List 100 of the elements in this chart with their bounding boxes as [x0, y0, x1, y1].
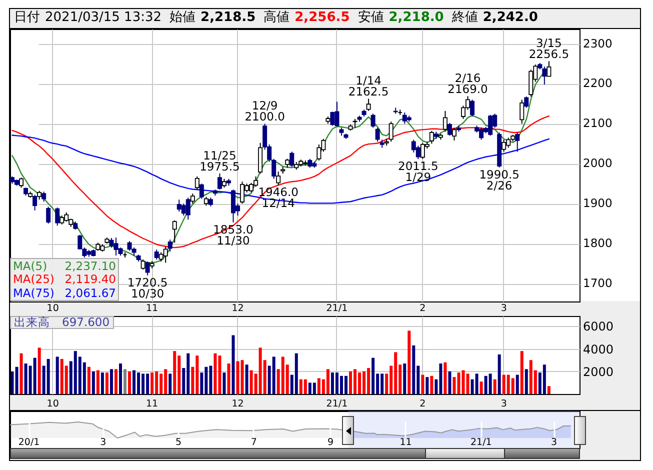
bar [168, 373, 172, 394]
text: 2,256.5 [294, 10, 350, 25]
candlestick [240, 180, 245, 204]
text: 安値 [358, 10, 384, 25]
bar [304, 378, 307, 394]
candlestick [502, 138, 506, 152]
bar [294, 352, 298, 394]
bar [100, 372, 104, 394]
candlestick [370, 112, 376, 128]
bar [114, 368, 118, 394]
bar [344, 375, 348, 394]
x-tick-label: 5 [175, 437, 182, 448]
candlestick [416, 144, 420, 160]
annotation: 1/14 2162.5 [348, 73, 389, 98]
candlestick [366, 98, 371, 111]
annotation: 2,119.40 [64, 272, 116, 286]
bar [87, 366, 90, 394]
x-tick-label: 2 [420, 302, 426, 314]
bar [426, 376, 429, 394]
y-tick-label: 2300 [583, 36, 612, 50]
bar [403, 362, 406, 394]
x-tick-label: 3 [551, 437, 558, 448]
bar [520, 350, 524, 394]
candlestick [168, 238, 172, 252]
candlestick [194, 175, 200, 190]
x-tick-label: 21/1 [470, 437, 492, 448]
y-tick-label: 2100 [583, 116, 612, 130]
bar [128, 370, 132, 394]
bar [38, 347, 41, 394]
bar [240, 360, 244, 394]
candlestick [190, 192, 195, 204]
bar [372, 357, 375, 394]
bar [448, 370, 452, 394]
bar [480, 381, 483, 394]
x-tick-label: 3 [500, 398, 507, 410]
chart-title: 出来高 [14, 314, 50, 328]
bar [92, 370, 95, 394]
bar [110, 368, 113, 394]
candlestick [316, 143, 322, 160]
candlestick [19, 176, 24, 188]
x-tick-label: 3 [100, 437, 106, 448]
candlestick [388, 120, 394, 142]
text: MA(5) [13, 258, 48, 273]
candlestick [515, 131, 520, 152]
annotation: 2011.5 1/29 [398, 158, 438, 184]
annotation: 11/25 1975.5 [200, 148, 240, 173]
y-tick-label: 1800 [583, 236, 612, 250]
candlestick [140, 258, 146, 270]
bar [222, 372, 226, 394]
text: 2,242.0 [482, 10, 538, 25]
bar [542, 364, 546, 394]
candlestick [546, 60, 552, 77]
bar [547, 386, 550, 394]
candlestick [109, 236, 114, 248]
x-tick-label: 21/1 [326, 302, 348, 314]
bar [33, 357, 36, 394]
x-tick-label: 12 [232, 302, 244, 314]
text: MA(25) [13, 272, 54, 286]
candlestick [542, 66, 547, 85]
text: 日付 [14, 10, 40, 25]
y-tick-label: 2000 [583, 156, 612, 170]
bar [475, 373, 478, 394]
y-tick-label: 1700 [583, 276, 612, 290]
candlestick [290, 150, 294, 167]
bar [511, 378, 514, 394]
bar [488, 373, 492, 394]
bar [227, 362, 230, 394]
candlestick [55, 206, 60, 226]
candlestick [528, 68, 534, 97]
x-tick-label: 11 [146, 398, 158, 410]
text: 高値 [264, 10, 290, 25]
bar [312, 382, 316, 394]
bar [516, 374, 519, 394]
bar [408, 330, 411, 394]
candlestick [217, 172, 222, 190]
bar [96, 370, 100, 394]
candlestick [199, 182, 204, 199]
bar [466, 373, 470, 394]
y-tick-label: 2000 [583, 364, 614, 378]
bar [124, 368, 127, 394]
bar [46, 358, 50, 394]
bar [15, 366, 18, 394]
bar [214, 352, 217, 394]
x-tick-label: 21/1 [326, 398, 348, 410]
x-tick-label: 10 [46, 398, 59, 410]
text: 2,218.5 [200, 10, 256, 25]
x-tick-label: 2 [420, 398, 426, 410]
y-tick-label: 1900 [583, 196, 612, 210]
bar [444, 362, 447, 394]
bar [430, 375, 434, 394]
bar [232, 334, 235, 394]
x-tick-label: 12 [232, 398, 244, 410]
bar [412, 344, 416, 394]
candlestick [375, 126, 380, 142]
candlestick [42, 190, 46, 202]
y-tick-label: 2200 [583, 76, 612, 90]
bar [150, 372, 154, 394]
bar [173, 350, 176, 394]
text: MA(75) [13, 286, 54, 300]
annotation: 1990.5 2/26 [479, 166, 520, 192]
